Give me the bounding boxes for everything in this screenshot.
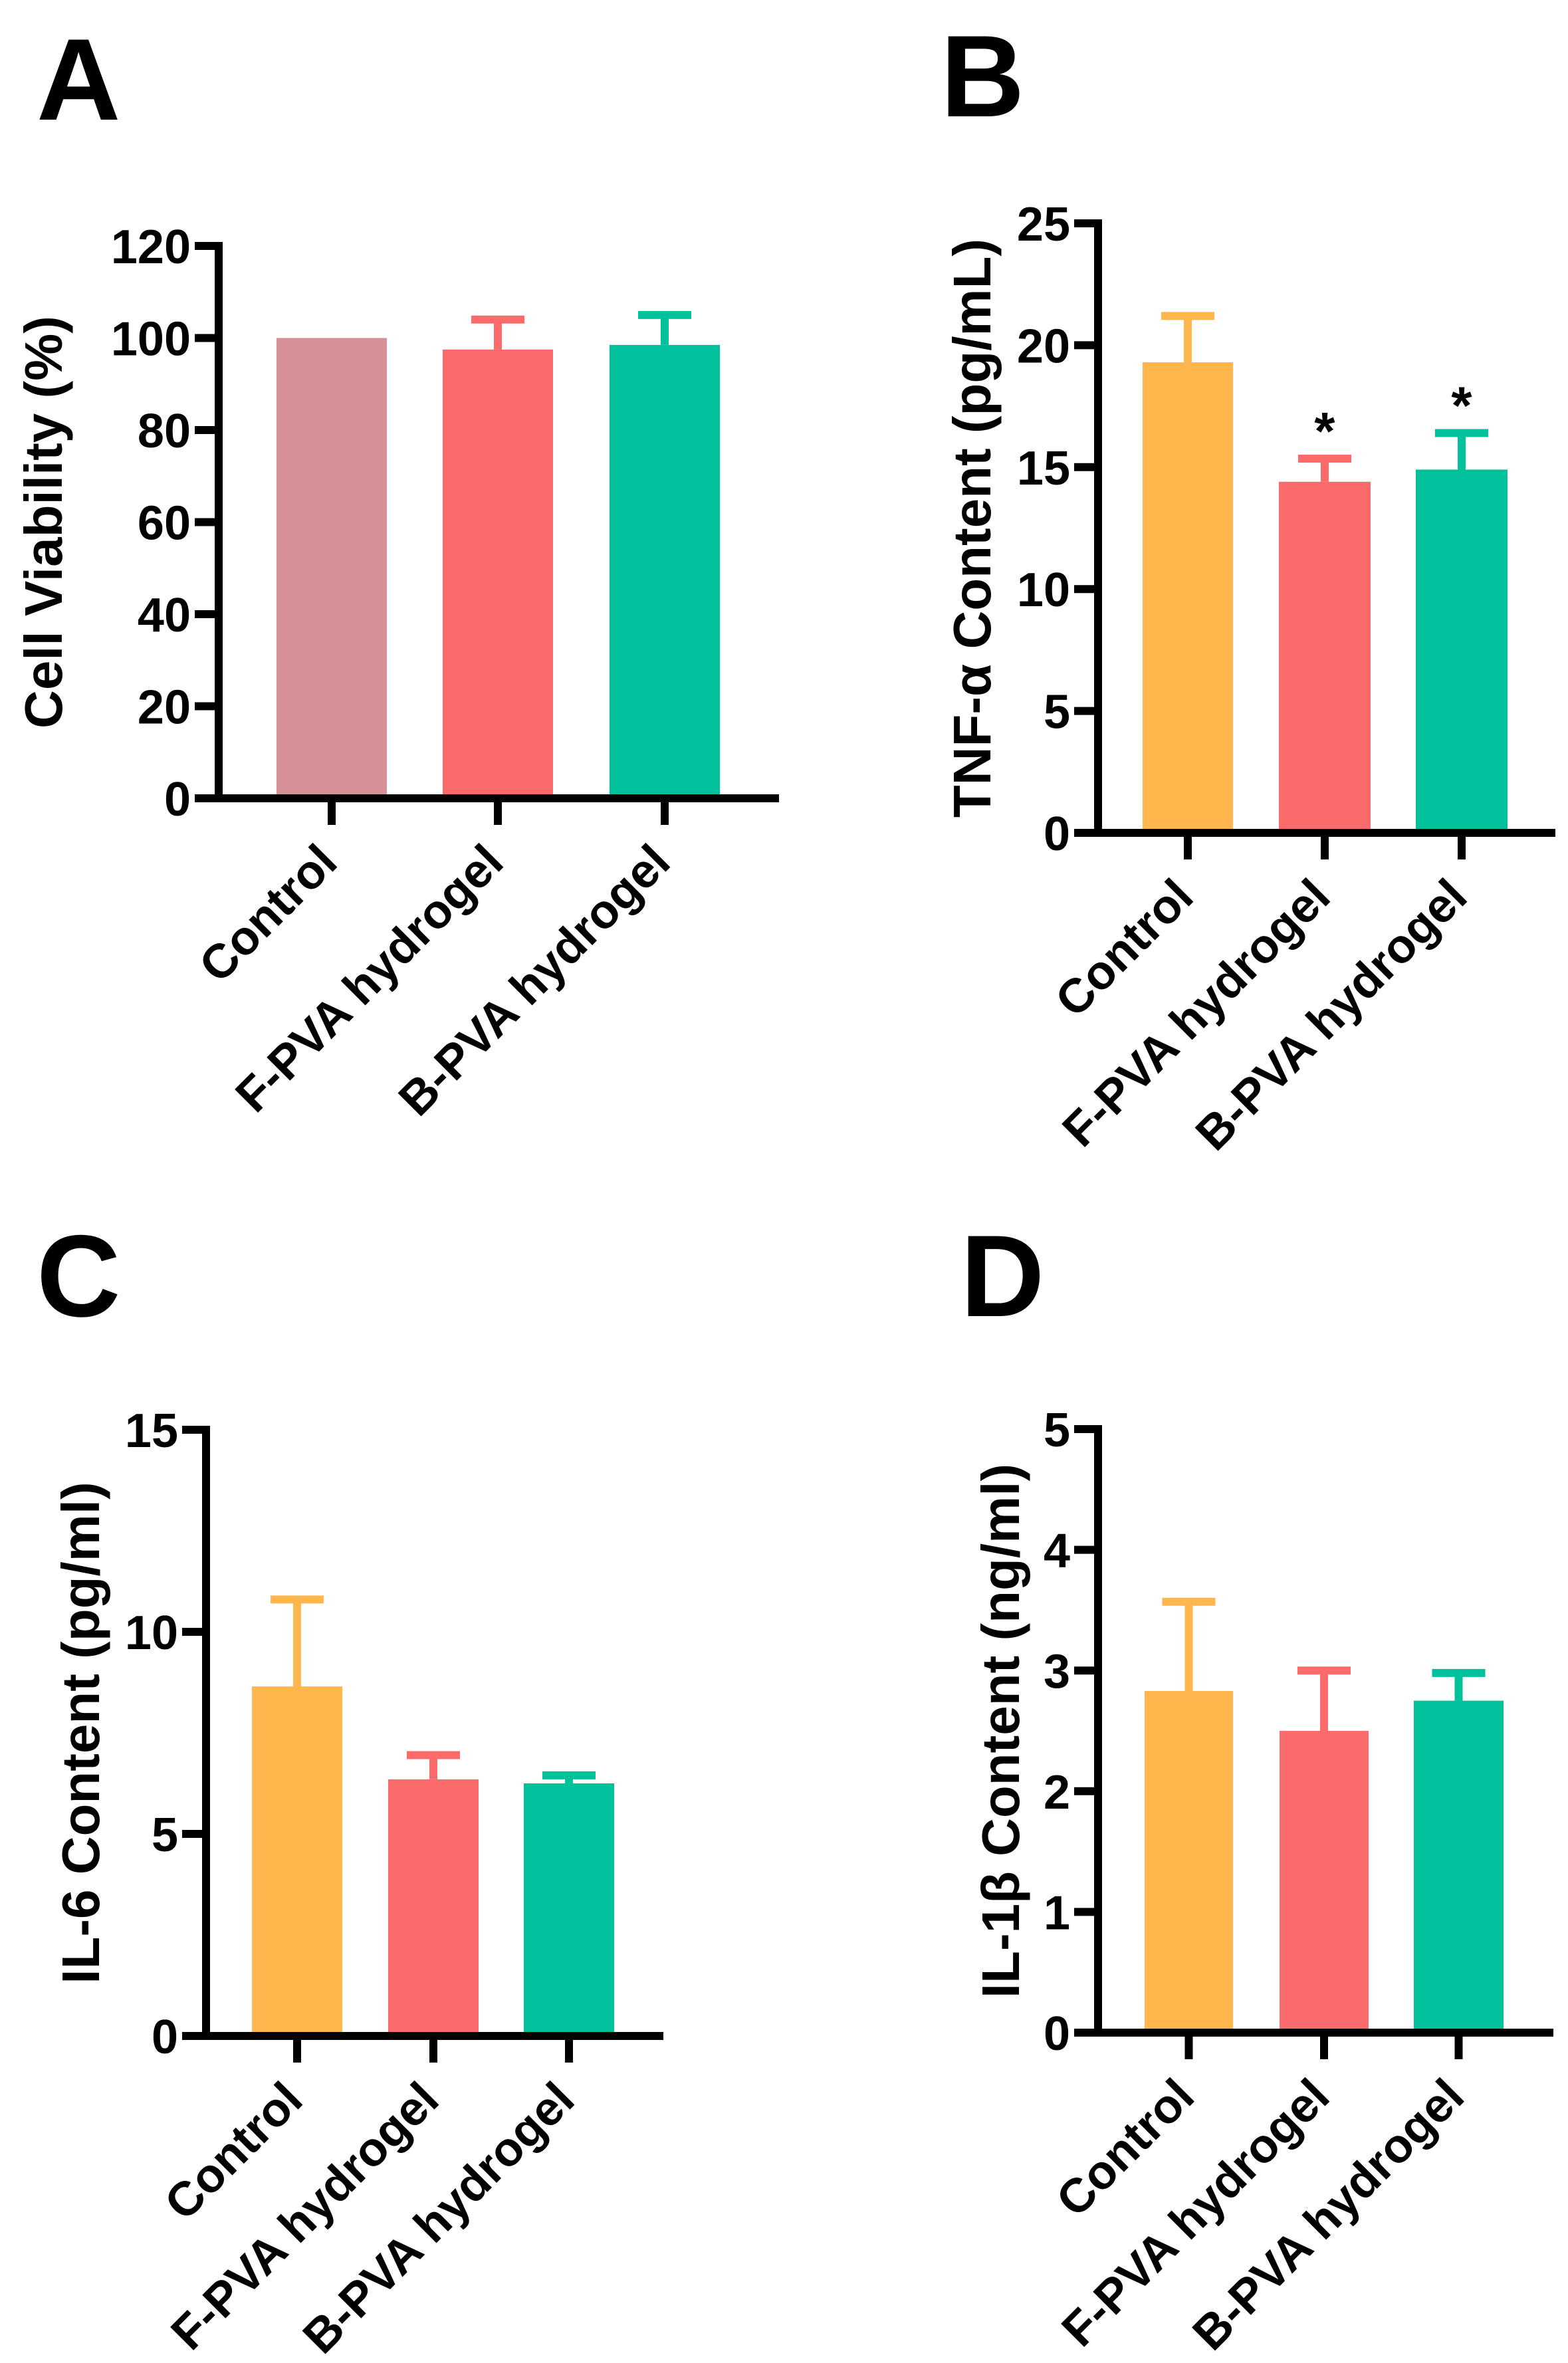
- y-tick-label: 15: [125, 1405, 178, 1458]
- panel-letter: A: [37, 15, 120, 145]
- y-tick-label: 15: [1017, 442, 1070, 495]
- panel-letter: D: [960, 1212, 1044, 1341]
- y-axis-label: TNF-α Content (pg/mL): [943, 239, 1002, 818]
- y-tick-label: 10: [1017, 564, 1070, 617]
- panel-letter: B: [941, 12, 1024, 142]
- y-tick-label: 0: [1044, 2007, 1070, 2061]
- y-tick-label: 20: [138, 681, 191, 734]
- significance-marker: *: [1314, 401, 1335, 461]
- bar-0: [1143, 362, 1233, 833]
- y-tick-label: 5: [1044, 686, 1070, 739]
- bar-2: [610, 344, 720, 798]
- bar-0: [277, 338, 387, 798]
- y-tick-label: 2: [1044, 1766, 1070, 1819]
- y-tick-label: 3: [1044, 1645, 1070, 1698]
- significance-marker: *: [1451, 376, 1472, 435]
- bar-2: [1416, 469, 1508, 833]
- y-tick-label: 5: [1044, 1404, 1070, 1457]
- y-tick-label: 0: [1044, 808, 1070, 861]
- bar-1: [1280, 1731, 1369, 2033]
- y-tick-label: 40: [138, 589, 191, 642]
- y-tick-label: 10: [125, 1607, 178, 1660]
- y-axis-label: Cell Viability (%): [14, 316, 73, 729]
- y-tick-label: 0: [164, 773, 191, 826]
- bar-2: [524, 1783, 614, 2036]
- bar-1: [443, 349, 553, 798]
- y-tick-label: 80: [138, 405, 191, 458]
- x-tick-label: Control: [189, 835, 348, 993]
- y-tick-label: 25: [1017, 198, 1070, 251]
- y-tick-label: 60: [138, 497, 191, 550]
- y-tick-label: 120: [111, 221, 191, 274]
- bar-1: [1279, 481, 1371, 833]
- y-tick-label: 20: [1017, 320, 1070, 373]
- y-tick-label: 1: [1044, 1886, 1070, 1940]
- bar-2: [1414, 1700, 1504, 2033]
- bar-0: [1145, 1691, 1233, 2033]
- y-tick-label: 100: [111, 313, 191, 366]
- y-tick-label: 0: [152, 2011, 178, 2064]
- bar-0: [252, 1686, 342, 2036]
- y-tick-label: 4: [1044, 1525, 1070, 1578]
- y-axis-label: IL-1β Content (ng/ml): [971, 1464, 1030, 1998]
- panel-letter: C: [37, 1212, 120, 1341]
- y-axis-label: IL-6 Content (pg/ml): [51, 1482, 110, 1983]
- bar-1: [388, 1779, 479, 2036]
- y-tick-label: 5: [152, 1809, 178, 1862]
